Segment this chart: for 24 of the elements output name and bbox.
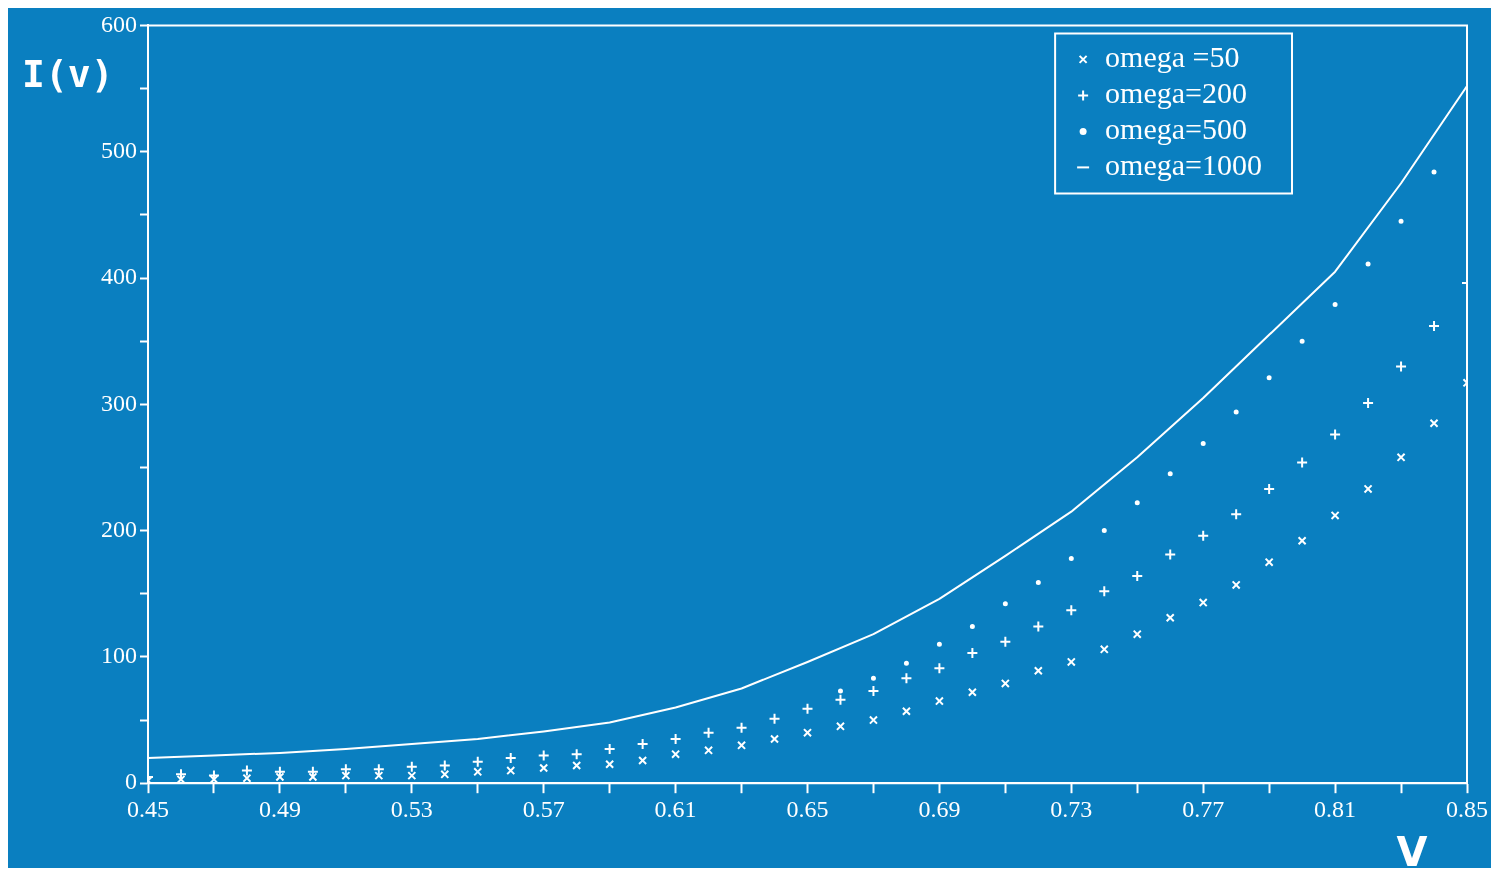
x-tick-label: 0.81 <box>1314 795 1357 822</box>
x-tick-label: 0.57 <box>522 795 565 822</box>
y-tick-label: 300 <box>101 389 137 416</box>
y-tick-label: 100 <box>101 642 137 669</box>
y-tick-label: 600 <box>101 10 137 37</box>
legend-label: omega =50 <box>1105 40 1240 74</box>
y-axis-title: I(v) <box>22 51 114 96</box>
x-tick-label: 0.85 <box>1446 795 1488 822</box>
x-tick-label: 0.65 <box>786 795 829 822</box>
x-tick-label: 0.73 <box>1050 795 1093 822</box>
y-tick-label: 400 <box>101 263 137 290</box>
x-axis-title: V <box>1396 828 1428 875</box>
legend-label: omega=500 <box>1105 112 1248 146</box>
x-tick-label: 0.69 <box>918 795 961 822</box>
x-tick-label: 0.61 <box>654 795 697 822</box>
x-tick-label: 0.77 <box>1182 795 1225 822</box>
x-tick-label: 0.53 <box>390 795 433 822</box>
y-tick-label: 200 <box>101 515 137 542</box>
legend-label: omega=200 <box>1105 76 1248 110</box>
y-tick-label: 500 <box>101 137 137 163</box>
legend-label: omega=1000 <box>1105 148 1263 182</box>
x-tick-label: 0.49 <box>258 795 301 822</box>
x-tick-label: 0.45 <box>127 795 169 822</box>
y-tick-label: 0 <box>125 768 137 795</box>
